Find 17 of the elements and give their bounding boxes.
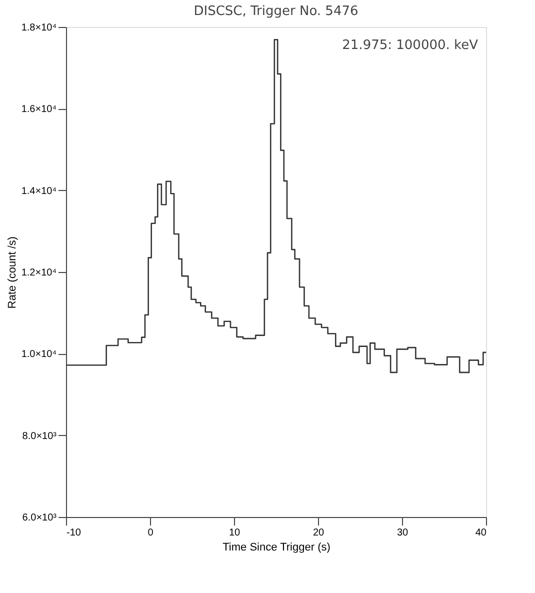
x-tick-label: -10 [66, 528, 82, 538]
x-tick-label: 0 [148, 528, 154, 538]
y-tick-label: 1.0×10⁴ [21, 349, 56, 360]
y-tick-label: 1.2×10⁴ [21, 268, 56, 278]
x-axis-title: Time Since Trigger (s) [222, 542, 330, 554]
y-tick-label: 8.0×10³ [22, 430, 58, 442]
y-tick-label: 1.8×10⁴ [21, 22, 56, 34]
x-tick-label: 20 [312, 528, 324, 538]
annotation: 21.975: 100000. keV [342, 38, 478, 53]
x-tick-label: 40 [475, 528, 487, 538]
y-tick-label: 6.0×10³ [22, 512, 58, 524]
x-tick-label: 10 [228, 528, 240, 538]
y-axis-title: Rate (count /s) [6, 236, 18, 309]
y-tick-label: 1.6×10⁴ [21, 104, 56, 116]
x-tick-label: 30 [396, 528, 408, 538]
y-tick-label: 1.4×10⁴ [21, 186, 56, 197]
chart-title: DISCSC, Trigger No. 5476 [194, 4, 358, 19]
